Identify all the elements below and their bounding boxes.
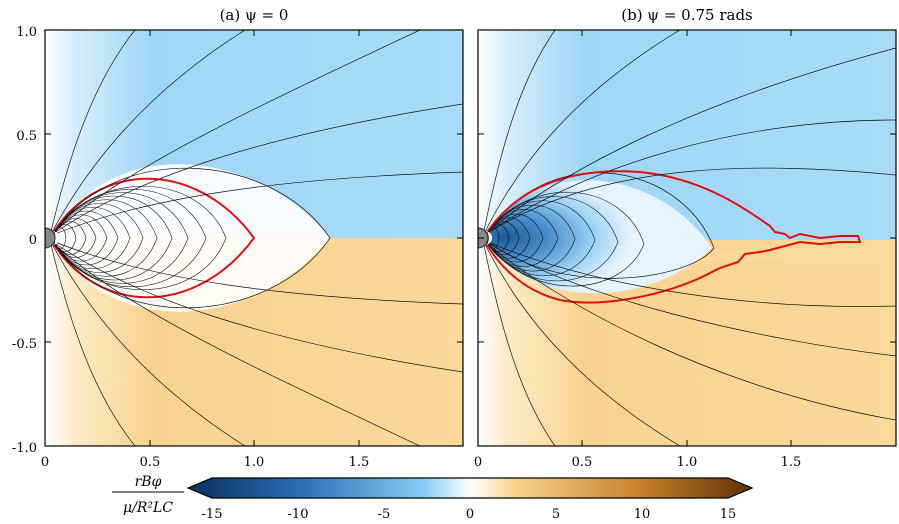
panel-b: (b) ψ = 0.75 rads — [474, 6, 897, 470]
colorbar-tick-label: 10 — [634, 507, 651, 522]
colorbar-label-denominator: μ/R²LC — [123, 500, 173, 516]
colorbar-tick-label: -15 — [202, 507, 223, 522]
panel-a-closed-field-lines — [51, 186, 227, 290]
panel-b-title: (b) ψ = 0.75 rads — [621, 6, 753, 24]
panel-b-y-axis — [478, 133, 896, 343]
colorbar-tick-label: -5 — [378, 507, 391, 522]
colorbar-ticks: -15 -10 -5 0 5 10 15 — [202, 507, 737, 522]
panel-a-title: (a) ψ = 0 — [220, 6, 289, 24]
panel-a: (a) ψ = 0 — [12, 6, 464, 470]
x-tick-label: 1.0 — [244, 455, 265, 470]
x-tick-label: 0.5 — [140, 455, 161, 470]
colorbar-tick-label: 0 — [466, 507, 474, 522]
y-tick-label: 0 — [29, 233, 37, 248]
colorbar: rBφ μ/R²LC -15 -10 -5 0 5 10 15 — [112, 474, 754, 522]
panel-a-open-field-lines-lower — [49, 239, 463, 446]
panel-a-open-field-lines-upper — [49, 30, 463, 237]
y-tick-label: -1.0 — [12, 441, 37, 456]
panel-a-separatrix — [48, 177, 256, 299]
colorbar-tick-label: -10 — [288, 507, 309, 522]
x-tick-label: 0 — [41, 455, 49, 470]
panel-a-y-axis: 1.0 0.5 0 -0.5 -1.0 — [12, 25, 463, 456]
y-tick-label: 0.5 — [16, 129, 37, 144]
panel-b-closed-zone — [483, 180, 712, 294]
panel-a-x-axis: 0 0.5 1.0 1.5 — [41, 30, 369, 470]
panel-a-star-highlight — [52, 231, 59, 245]
x-tick-label: 1.5 — [781, 455, 802, 470]
x-tick-label: 0.5 — [572, 455, 593, 470]
panel-b-x-axis: 0 0.5 1.0 1.5 — [474, 30, 801, 470]
colorbar-tick-label: 15 — [720, 507, 737, 522]
colorbar-tick-label: 5 — [552, 507, 560, 522]
y-tick-label: -0.5 — [12, 337, 37, 352]
panel-b-current-sheet-region — [700, 240, 896, 262]
panel-b-separatrix — [481, 170, 862, 304]
x-tick-label: 0 — [474, 455, 482, 470]
colorbar-bar — [186, 477, 754, 499]
panel-b-open-field-lines-lower — [482, 239, 896, 446]
colorbar-label-numerator: rBφ — [135, 474, 162, 490]
x-tick-label: 1.5 — [349, 455, 370, 470]
panel-b-open-field-lines-upper — [482, 30, 896, 237]
y-tick-label: 1.0 — [16, 25, 37, 40]
panel-b-star-highlight — [485, 231, 492, 245]
panel-a-star — [45, 227, 56, 249]
x-tick-label: 1.0 — [677, 455, 698, 470]
